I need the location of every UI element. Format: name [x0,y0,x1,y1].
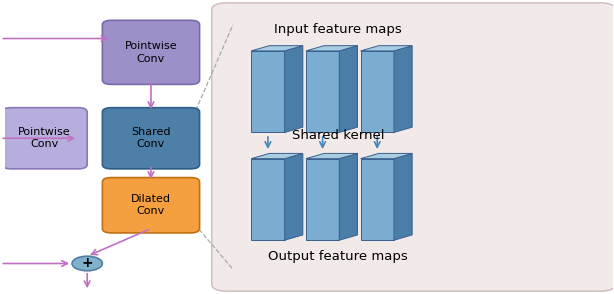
Polygon shape [251,46,303,51]
Polygon shape [340,153,357,240]
Text: Pointwise
Conv: Pointwise Conv [125,41,177,64]
Polygon shape [306,51,340,132]
Polygon shape [394,153,412,240]
Text: Input feature maps: Input feature maps [274,23,402,36]
Polygon shape [306,159,340,240]
FancyBboxPatch shape [103,108,200,169]
Polygon shape [251,153,303,159]
Polygon shape [285,153,303,240]
Text: Shared kernel: Shared kernel [292,129,384,142]
Polygon shape [285,46,303,132]
Polygon shape [306,153,357,159]
Text: +: + [82,256,93,270]
Text: Dilated
Conv: Dilated Conv [131,194,171,216]
FancyBboxPatch shape [103,20,200,84]
FancyBboxPatch shape [2,108,87,169]
Circle shape [72,256,103,271]
Text: Output feature maps: Output feature maps [268,250,408,263]
Text: Shared
Conv: Shared Conv [131,127,171,149]
FancyBboxPatch shape [212,3,614,291]
Polygon shape [251,51,285,132]
Polygon shape [340,46,357,132]
Polygon shape [360,46,412,51]
FancyBboxPatch shape [103,178,200,233]
Polygon shape [360,51,394,132]
Text: Pointwise
Conv: Pointwise Conv [18,127,71,149]
Polygon shape [394,46,412,132]
Polygon shape [251,159,285,240]
Polygon shape [360,153,412,159]
Polygon shape [306,46,357,51]
Polygon shape [360,159,394,240]
